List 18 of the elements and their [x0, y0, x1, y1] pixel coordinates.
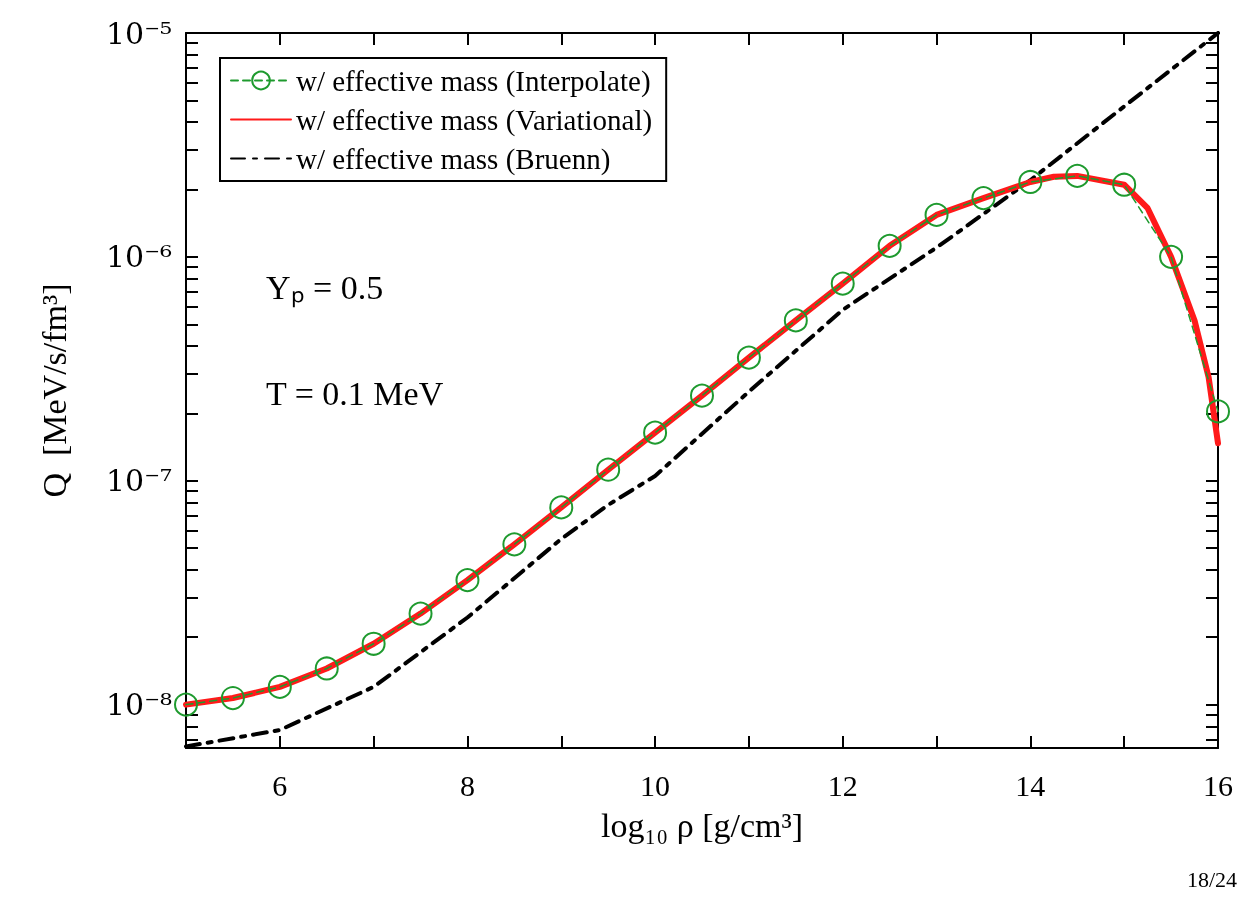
x-tick-label: 12 [827, 768, 858, 802]
legend-label: w/ effective mass (Interpolate) [296, 64, 651, 98]
x-tick-label: 16 [1203, 768, 1233, 802]
annotation: T = 0.1 MeV [266, 374, 444, 412]
y-axis-title: Q [MeV/s/fm³] [35, 283, 73, 498]
y-tick-label: 10⁻⁶ [105, 239, 172, 275]
x-axis-title: log₁₀ ρ [g/cm³] [601, 806, 803, 844]
legend-label: w/ effective mass (Bruenn) [296, 142, 611, 176]
x-tick-label: 14 [1015, 768, 1046, 802]
y-tick-label: 10⁻⁸ [105, 687, 172, 723]
y-tick-label: 10⁻⁵ [105, 15, 172, 51]
y-tick-label: 10⁻⁷ [105, 463, 172, 499]
legend-label: w/ effective mass (Variational) [296, 103, 653, 137]
x-tick-label: 6 [272, 768, 288, 802]
x-tick-label: 10 [640, 768, 671, 802]
text: 18/24 [1186, 866, 1238, 892]
annotation: Yₚ = 0.5 [266, 268, 384, 308]
x-tick-label: 8 [459, 768, 475, 802]
